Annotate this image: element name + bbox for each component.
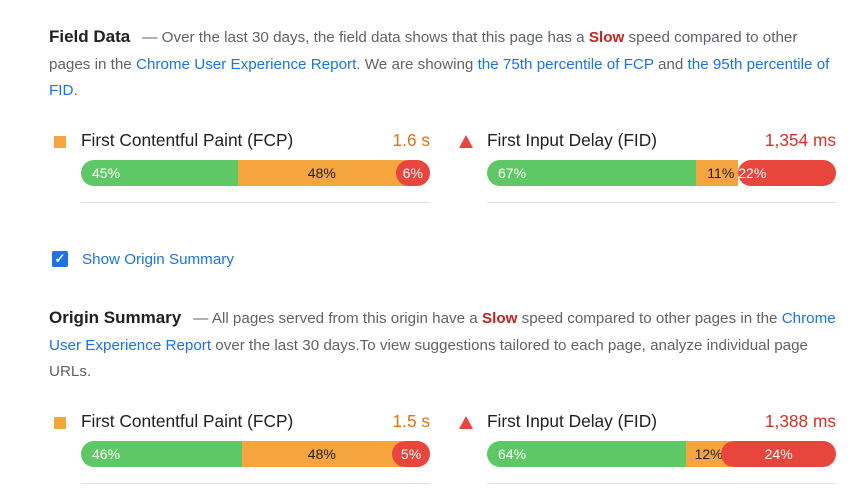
orange-square-icon	[54, 417, 66, 429]
fast-segment: 67%	[487, 160, 697, 186]
metric-value: 1,354 ms	[764, 130, 836, 150]
slow-segment: 5%	[392, 441, 430, 467]
crux-report-link[interactable]: Chrome User Experience Report	[49, 310, 836, 354]
distribution-bar: 64% 12% 24%	[487, 441, 836, 467]
slow-segment: 22%	[738, 160, 836, 186]
distribution-bar: 45% 48% 6%	[81, 160, 430, 186]
fast-segment: 64%	[487, 441, 686, 467]
origin-summary-section: Origin Summary — All pages served from th…	[49, 305, 839, 386]
slow-segment: 24%	[721, 441, 836, 467]
red-triangle-icon	[459, 135, 473, 148]
metric-label: First Contentful Paint (FCP)	[81, 130, 294, 150]
fcp-percentile-link[interactable]: the 75th percentile of FCP	[477, 55, 654, 73]
slow-label: Slow	[588, 29, 625, 46]
distribution-bar: 46% 48% 5%	[81, 441, 430, 467]
field-data-title: Field Data	[49, 27, 131, 46]
metric-label: First Input Delay (FID)	[487, 411, 657, 431]
divider	[81, 483, 430, 484]
origin-summary-title: Origin Summary	[49, 308, 182, 327]
metric-value: 1.5 s	[392, 411, 430, 431]
field-fcp-metric: First Contentful Paint (FCP) 1.6 s 45% 4…	[50, 130, 430, 203]
metric-value: 1.6 s	[392, 130, 430, 150]
origin-fcp-metric: First Contentful Paint (FCP) 1.5 s 46% 4…	[50, 411, 430, 484]
divider	[81, 202, 430, 203]
field-data-description: Field Data — Over the last 30 days, the f…	[49, 27, 830, 100]
field-fid-metric: First Input Delay (FID) 1,354 ms 67% 11%…	[456, 130, 836, 203]
crux-report-link[interactable]: Chrome User Experience Report	[135, 55, 357, 73]
average-segment: 11%	[696, 160, 739, 186]
fid-percentile-link[interactable]: the 95th percentile of FID	[49, 55, 830, 100]
metric-label: First Contentful Paint (FCP)	[81, 411, 294, 431]
checkmark-icon[interactable]: ✓	[52, 251, 68, 267]
show-origin-summary-toggle[interactable]: ✓ Show Origin Summary	[52, 249, 234, 269]
divider	[487, 202, 836, 203]
field-data-section: Field Data — Over the last 30 days, the f…	[49, 24, 839, 105]
origin-summary-description: Origin Summary — All pages served from th…	[49, 308, 836, 380]
slow-label: Slow	[481, 310, 518, 327]
orange-square-icon	[54, 136, 66, 148]
distribution-bar: 67% 11% 22%	[487, 160, 836, 186]
divider	[487, 483, 836, 484]
slow-segment: 6%	[395, 160, 430, 186]
metric-value: 1,388 ms	[764, 411, 836, 431]
metric-label: First Input Delay (FID)	[487, 130, 657, 150]
average-segment: 48%	[238, 160, 406, 186]
red-triangle-icon	[459, 416, 473, 429]
show-origin-summary-label[interactable]: Show Origin Summary	[82, 250, 234, 268]
average-segment: 48%	[241, 441, 403, 467]
fast-segment: 45%	[81, 160, 239, 186]
origin-fid-metric: First Input Delay (FID) 1,388 ms 64% 12%…	[456, 411, 836, 484]
fast-segment: 46%	[81, 441, 242, 467]
